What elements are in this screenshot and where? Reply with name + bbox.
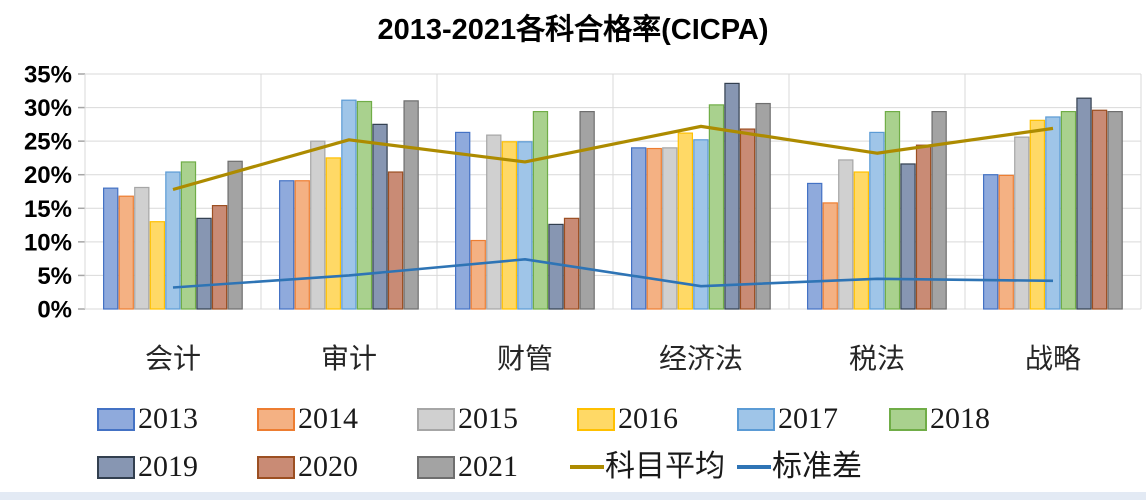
y-axis-label: 0% xyxy=(37,297,72,324)
bar-2013-经济法 xyxy=(630,147,647,310)
bar-2016-审计 xyxy=(325,157,342,310)
bar-2018-战略 xyxy=(1060,110,1077,310)
bar-2013-战略 xyxy=(982,174,999,310)
bar-2018-会计 xyxy=(180,161,197,310)
bar-2013-财管 xyxy=(455,131,471,310)
bar-2014-经济法 xyxy=(646,147,662,310)
bar-2016-经济法 xyxy=(677,132,694,310)
bar-2017-财管 xyxy=(517,141,533,310)
bar-2020-审计 xyxy=(387,171,404,310)
bar-2019-战略 xyxy=(1076,97,1092,310)
y-axis-label: 10% xyxy=(24,229,72,256)
x-axis-label: 财管 xyxy=(497,343,553,375)
bar-2015-财管 xyxy=(486,134,502,310)
x-axis-label: 会计 xyxy=(145,343,201,375)
bar-2019-财管 xyxy=(548,223,564,310)
bar-2017-税法 xyxy=(869,131,885,310)
y-axis-label: 25% xyxy=(24,129,72,156)
bar-2018-审计 xyxy=(356,100,373,310)
bar-2021-审计 xyxy=(403,100,419,310)
bar-2018-经济法 xyxy=(708,104,725,310)
bar-2014-财管 xyxy=(470,239,486,310)
bar-2021-会计 xyxy=(227,160,243,310)
bar-2015-审计 xyxy=(310,140,326,310)
bar-2020-经济法 xyxy=(739,128,756,310)
bar-2020-会计 xyxy=(211,205,228,310)
bar-2016-税法 xyxy=(853,171,870,310)
bar-2019-经济法 xyxy=(724,82,740,310)
bar-2020-财管 xyxy=(563,217,580,310)
bar-2013-会计 xyxy=(102,187,119,310)
bar-2021-财管 xyxy=(579,110,595,310)
bar-2019-审计 xyxy=(372,123,388,310)
stddev-line xyxy=(172,258,1054,289)
y-axis-label: 20% xyxy=(24,162,72,189)
bar-2013-税法 xyxy=(806,182,823,310)
bar-2020-税法 xyxy=(915,144,932,310)
y-axis-label: 30% xyxy=(24,95,72,122)
bar-2017-审计 xyxy=(341,99,357,310)
y-axis-label: 35% xyxy=(24,62,72,89)
x-axis-label: 税法 xyxy=(849,343,905,375)
bar-2021-战略 xyxy=(1107,110,1123,310)
bar-2015-经济法 xyxy=(662,147,678,310)
chart-title: 2013-2021各科合格率(CICPA) xyxy=(377,14,769,46)
bar-2019-税法 xyxy=(900,163,916,310)
x-axis-label: 审计 xyxy=(321,343,377,375)
average-line xyxy=(172,124,1054,192)
bar-2017-会计 xyxy=(165,171,181,310)
bar-2016-会计 xyxy=(149,221,166,310)
bar-2018-财管 xyxy=(532,110,549,310)
y-axis-label: 5% xyxy=(37,263,72,290)
bar-2016-财管 xyxy=(501,141,518,310)
x-axis-label: 战略 xyxy=(1025,343,1081,375)
y-axis-label: 15% xyxy=(24,196,72,223)
bar-2021-税法 xyxy=(931,110,947,310)
bar-2016-战略 xyxy=(1029,119,1046,310)
bar-2014-审计 xyxy=(294,180,310,310)
bar-2019-会计 xyxy=(196,217,212,310)
bar-2013-审计 xyxy=(279,180,295,310)
bar-2014-会计 xyxy=(118,195,134,310)
bar-2017-经济法 xyxy=(693,139,709,310)
bottom-strip xyxy=(0,492,1146,500)
bar-2014-战略 xyxy=(998,174,1014,310)
bar-2015-会计 xyxy=(134,186,150,310)
bar-2014-税法 xyxy=(822,202,838,310)
bar-2017-战略 xyxy=(1045,116,1061,310)
bar-2015-战略 xyxy=(1014,136,1030,310)
x-axis-label: 经济法 xyxy=(659,343,743,375)
bar-2020-战略 xyxy=(1091,109,1108,310)
bar-2018-税法 xyxy=(884,110,901,310)
bar-2021-经济法 xyxy=(755,102,771,310)
bar-2015-税法 xyxy=(838,159,854,310)
